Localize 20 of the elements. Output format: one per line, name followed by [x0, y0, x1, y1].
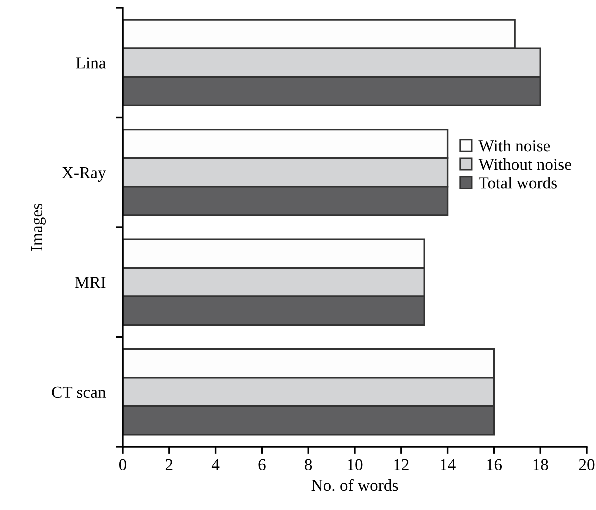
- y-tick-label: X-Ray: [62, 167, 106, 182]
- x-tick-label: 14: [440, 459, 456, 470]
- x-axis-title: No. of words: [312, 479, 398, 492]
- x-tick-label: 16: [487, 459, 502, 471]
- x-tick-label: 2: [166, 459, 173, 470]
- x-tick-label: 10: [348, 459, 363, 471]
- y-tick-label: MRI: [75, 277, 106, 288]
- legend-label: Without noise: [478, 158, 572, 170]
- y-tick-label: CT scan: [52, 386, 106, 398]
- x-tick-label: 12: [394, 459, 409, 470]
- x-tick-label: 20: [579, 459, 595, 471]
- y-tick-label: Lina: [76, 58, 106, 69]
- y-axis-title: Images: [31, 204, 46, 251]
- x-tick-label: 4: [212, 459, 220, 470]
- legend-label: Total words: [478, 177, 558, 189]
- x-tick-label: 8: [305, 459, 312, 471]
- x-tick-label: 18: [534, 459, 548, 471]
- legend-label: With noise: [478, 140, 550, 152]
- x-tick-label: 6: [258, 459, 266, 471]
- x-tick-label: 0: [119, 459, 127, 471]
